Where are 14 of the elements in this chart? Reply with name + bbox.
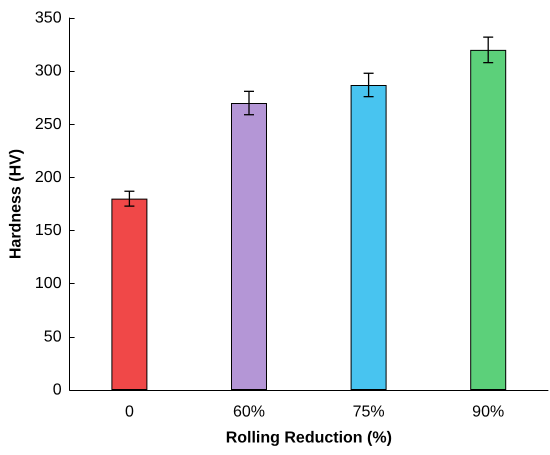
y-tick-label: 250 bbox=[34, 116, 62, 133]
x-tick-label: 90% bbox=[472, 404, 504, 420]
x-axis-title: Rolling Reduction (%) bbox=[226, 430, 392, 446]
y-tick-label: 0 bbox=[52, 382, 62, 398]
y-tick-label: 100 bbox=[34, 275, 62, 292]
y-axis-title: Hardness (HV) bbox=[8, 148, 24, 260]
y-tick-label: 350 bbox=[34, 10, 62, 26]
y-tick-label: 150 bbox=[34, 222, 62, 240]
y-tick-label: 300 bbox=[34, 62, 62, 80]
y-tick-label: 50 bbox=[44, 328, 62, 346]
x-tick-label: 0 bbox=[124, 404, 134, 420]
y-tick-label: 200 bbox=[34, 168, 62, 186]
x-tick-label: 60% bbox=[232, 404, 266, 420]
x-tick-label: 75% bbox=[352, 404, 385, 420]
